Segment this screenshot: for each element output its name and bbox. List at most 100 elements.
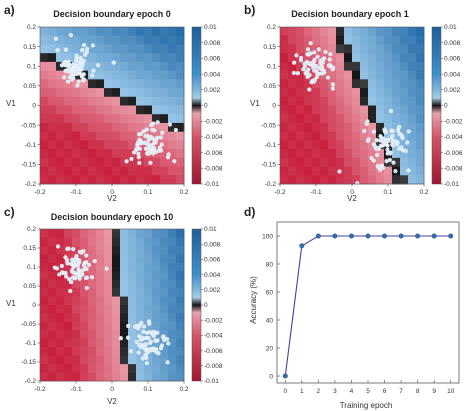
heatmap-cell bbox=[392, 114, 401, 124]
heatmap-cell bbox=[48, 279, 57, 289]
data-point bbox=[393, 139, 398, 144]
heatmap-cell bbox=[176, 105, 185, 115]
heatmap-cell bbox=[136, 237, 145, 247]
heatmap-cell bbox=[96, 279, 105, 289]
heatmap-cell bbox=[144, 35, 153, 45]
heatmap-cell bbox=[168, 330, 177, 340]
data-point bbox=[70, 269, 75, 275]
heatmap-cell bbox=[128, 114, 137, 124]
data-point bbox=[145, 147, 150, 152]
heatmap-cell bbox=[416, 96, 425, 106]
colorbar-tick-label: -0.01 bbox=[204, 181, 219, 188]
heatmap-cell bbox=[376, 27, 385, 37]
heatmap-cell bbox=[56, 27, 65, 37]
heatmap-cell bbox=[120, 88, 129, 98]
heatmap-cell bbox=[48, 131, 57, 141]
heatmap-cell bbox=[328, 70, 337, 80]
heatmap-cell bbox=[64, 296, 73, 306]
heatmap-cell bbox=[152, 372, 161, 382]
colorbar-tick-label: -0.004 bbox=[204, 134, 223, 141]
heatmap-cell bbox=[160, 279, 169, 289]
heatmap-cell bbox=[56, 347, 65, 357]
heatmap-cell bbox=[112, 131, 121, 141]
heatmap-cell bbox=[144, 372, 153, 382]
panel-c: c) Decision boundary epoch 10 -0.2 -0.1 0 0… bbox=[4, 205, 223, 406]
data-point bbox=[373, 144, 378, 149]
heatmap-cell bbox=[128, 279, 137, 289]
heatmap-cell bbox=[320, 114, 329, 124]
data-point bbox=[385, 139, 391, 144]
heatmap-cell bbox=[136, 88, 145, 98]
heatmap-cell bbox=[176, 96, 185, 106]
heatmap-cell bbox=[56, 296, 65, 306]
data-point bbox=[390, 129, 395, 134]
heatmap-cell bbox=[128, 27, 137, 37]
panel-b-ylabel: V1 bbox=[250, 99, 260, 108]
panel-b-xlabel: V2 bbox=[347, 194, 357, 203]
colorbar-tick-label: 0.002 bbox=[444, 87, 461, 94]
heatmap-cell bbox=[120, 35, 129, 45]
y-tick-label: -0.2 bbox=[25, 378, 37, 385]
y-tick-label: 0.1 bbox=[27, 264, 36, 271]
data-point bbox=[67, 66, 72, 71]
heatmap-cell bbox=[152, 88, 161, 98]
heatmap-cell bbox=[320, 61, 329, 72]
data-point bbox=[395, 128, 401, 133]
heatmap-cell bbox=[288, 122, 297, 133]
heatmap-cell bbox=[176, 88, 185, 98]
heatmap-cell bbox=[344, 122, 353, 133]
heatmap-cell bbox=[144, 355, 153, 365]
heatmap-cell bbox=[288, 35, 297, 45]
heatmap-cell bbox=[168, 53, 177, 63]
accuracy-point bbox=[349, 233, 355, 239]
y-tick-label: 0 bbox=[269, 373, 273, 380]
data-point bbox=[60, 270, 65, 275]
heatmap-cell bbox=[120, 372, 129, 382]
accuracy-point bbox=[415, 233, 421, 239]
colorbar-tick-label: 0.002 bbox=[204, 87, 221, 94]
heatmap-cell bbox=[296, 35, 305, 45]
data-point bbox=[379, 138, 384, 144]
y-tick-label: 0 bbox=[272, 103, 276, 110]
heatmap-cell bbox=[160, 271, 169, 281]
heatmap-cell bbox=[88, 122, 97, 133]
heatmap-cell bbox=[48, 321, 57, 331]
panel-b-plot: -0.2 -0.1 0 0.1 0.2 0.2 0.15 0.1 0.05 0 -0.05 -0.1 -… bbox=[261, 24, 463, 196]
data-point bbox=[153, 149, 159, 155]
heatmap-cell bbox=[280, 61, 289, 72]
heatmap-cell bbox=[64, 355, 73, 365]
heatmap-cell bbox=[280, 27, 289, 37]
heatmap-cell bbox=[408, 96, 417, 106]
heatmap-cell bbox=[96, 114, 105, 124]
heatmap-cell bbox=[312, 157, 321, 167]
data-point bbox=[337, 169, 342, 174]
heatmap-cell bbox=[88, 96, 97, 106]
heatmap-cell bbox=[344, 149, 353, 159]
heatmap-cell bbox=[56, 53, 65, 63]
heatmap-cell bbox=[120, 44, 129, 54]
heatmap-cell bbox=[312, 166, 321, 176]
heatmap-cell bbox=[56, 131, 65, 141]
y-tick-label: 0.2 bbox=[27, 226, 36, 233]
data-point bbox=[139, 336, 144, 341]
heatmap-cell bbox=[368, 122, 377, 133]
heatmap-cell bbox=[360, 114, 369, 124]
heatmap-cell bbox=[72, 149, 81, 159]
heatmap-cell bbox=[72, 105, 81, 115]
heatmap-cell bbox=[384, 70, 393, 80]
heatmap-cell bbox=[80, 254, 89, 264]
heatmap-cell bbox=[64, 131, 73, 141]
y-tick-label: 20 bbox=[266, 345, 274, 352]
heatmap-cell bbox=[336, 157, 345, 167]
heatmap-cell bbox=[288, 166, 297, 176]
heatmap-cell bbox=[168, 166, 177, 176]
x-tick-label: 8 bbox=[416, 388, 420, 395]
heatmap-cell bbox=[280, 131, 289, 141]
data-point bbox=[166, 152, 171, 157]
data-point bbox=[317, 65, 322, 70]
y-tick-label: 0.15 bbox=[23, 245, 36, 252]
heatmap-cell bbox=[112, 53, 121, 63]
heatmap-cell bbox=[152, 44, 161, 54]
colorbar-tick-label: -0.008 bbox=[204, 363, 223, 370]
